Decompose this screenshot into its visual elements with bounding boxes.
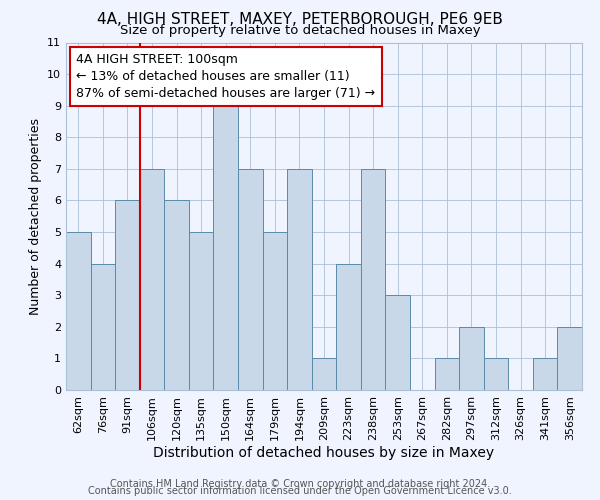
Bar [459, 327, 484, 390]
Bar [434, 358, 459, 390]
Text: Contains HM Land Registry data © Crown copyright and database right 2024.: Contains HM Land Registry data © Crown c… [110, 479, 490, 489]
Text: Size of property relative to detached houses in Maxey: Size of property relative to detached ho… [119, 24, 481, 37]
Bar [238, 169, 263, 390]
Bar [385, 295, 410, 390]
Text: Contains public sector information licensed under the Open Government Licence v3: Contains public sector information licen… [88, 486, 512, 496]
Bar [533, 358, 557, 390]
Bar [336, 264, 361, 390]
Text: 4A, HIGH STREET, MAXEY, PETERBOROUGH, PE6 9EB: 4A, HIGH STREET, MAXEY, PETERBOROUGH, PE… [97, 12, 503, 28]
Bar [91, 264, 115, 390]
Bar [312, 358, 336, 390]
Bar [557, 327, 582, 390]
Text: 4A HIGH STREET: 100sqm
← 13% of detached houses are smaller (11)
87% of semi-det: 4A HIGH STREET: 100sqm ← 13% of detached… [76, 53, 376, 100]
Bar [189, 232, 214, 390]
Bar [140, 169, 164, 390]
Bar [66, 232, 91, 390]
Y-axis label: Number of detached properties: Number of detached properties [29, 118, 41, 315]
Bar [287, 169, 312, 390]
Bar [361, 169, 385, 390]
Bar [115, 200, 140, 390]
Bar [484, 358, 508, 390]
Bar [214, 106, 238, 390]
Bar [164, 200, 189, 390]
X-axis label: Distribution of detached houses by size in Maxey: Distribution of detached houses by size … [154, 446, 494, 460]
Bar [263, 232, 287, 390]
